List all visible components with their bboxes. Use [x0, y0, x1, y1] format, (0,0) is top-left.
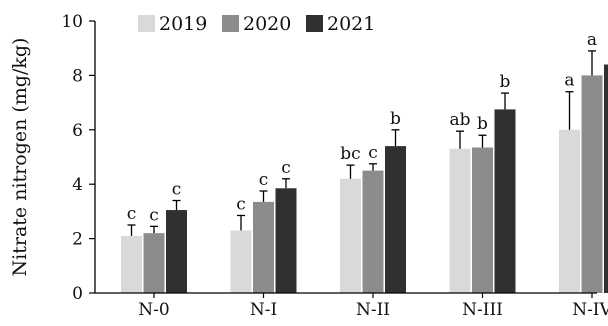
bar: [340, 178, 361, 293]
legend-label: 2020: [243, 13, 291, 35]
x-tick-label: N-II: [356, 300, 390, 320]
bar: [581, 75, 603, 294]
significance-label: c: [127, 204, 137, 224]
bar: [275, 188, 297, 293]
bar: [494, 109, 516, 294]
y-tick-label: 10: [61, 12, 83, 32]
bar: [604, 64, 608, 294]
legend-swatch: [222, 15, 239, 32]
y-tick-label: 4: [72, 175, 83, 195]
bar: [472, 147, 493, 293]
x-tick-label: N-III: [462, 300, 503, 320]
bar: [121, 235, 142, 293]
legend: 2019 2020 2021: [138, 13, 375, 35]
bar: [253, 201, 274, 293]
legend-swatch: [306, 15, 323, 32]
y-tick-label: 2: [72, 230, 83, 250]
y-tick-label: 6: [72, 121, 83, 141]
bar: [362, 170, 384, 293]
axes-layer: N-0 N-I N-II N-III N-IV 0 2 4 6 8 10: [61, 12, 608, 320]
legend-label: 2021: [327, 13, 375, 35]
significance-label: c: [236, 194, 246, 214]
significance-label: a: [587, 30, 597, 50]
x-tick-label: N-I: [250, 300, 277, 320]
significance-label: c: [368, 143, 378, 163]
x-tick-label: N-0: [138, 300, 169, 320]
y-axis-label: Nitrate nitrogen (mg/kg): [9, 38, 31, 277]
bar: [385, 146, 406, 293]
y-tick-label: 8: [72, 66, 83, 86]
bar: [230, 230, 252, 293]
significance-label: c: [172, 180, 182, 200]
legend-swatch: [138, 15, 155, 32]
significance-label: c: [259, 170, 269, 190]
significance-label: b: [390, 109, 401, 129]
significance-label: c: [149, 205, 159, 225]
legend-label: 2019: [159, 13, 207, 35]
significance-label: b: [477, 114, 488, 134]
bar: [559, 129, 580, 293]
bar: [143, 233, 165, 293]
bar: [166, 210, 187, 293]
significance-label: a: [564, 71, 574, 91]
x-tick-label: N-IV: [572, 300, 608, 320]
y-tick-label: 0: [72, 284, 83, 304]
significance-label: c: [281, 158, 291, 178]
significance-label: bc: [340, 144, 360, 164]
significance-label: ab: [449, 110, 470, 130]
bar: [449, 148, 471, 293]
significance-label: b: [500, 72, 511, 92]
bars-layer: ccccccbccbabbbaaa: [121, 30, 608, 294]
